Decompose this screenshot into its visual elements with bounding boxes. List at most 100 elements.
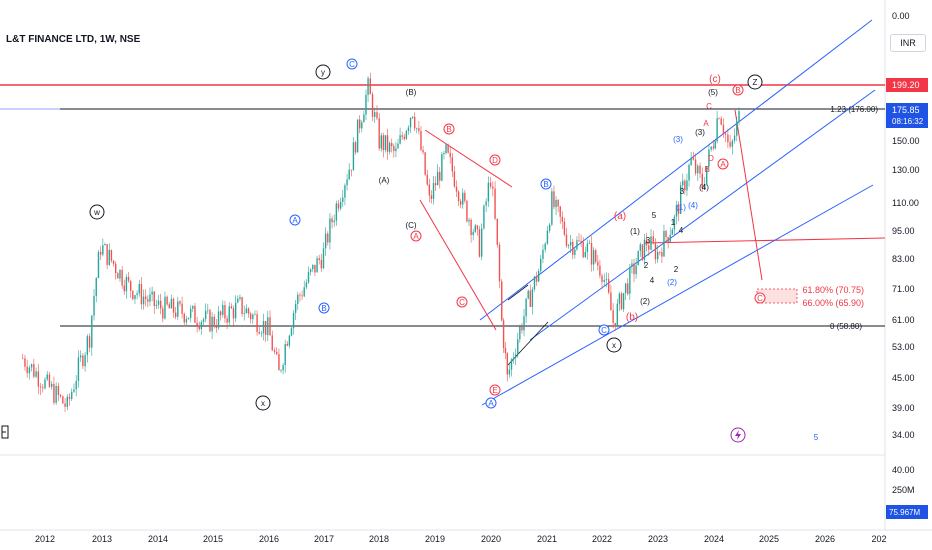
wave-label-n1: 1 <box>671 218 676 227</box>
candle-body <box>669 234 671 242</box>
candle-body <box>582 242 584 258</box>
candle-body <box>616 303 619 327</box>
candle-body <box>459 201 462 205</box>
candle-body <box>540 258 542 271</box>
candle-body <box>215 326 218 328</box>
candle-body <box>164 296 166 319</box>
candle-body <box>599 265 601 276</box>
wave-label-red-b-top: B <box>735 86 740 95</box>
candle-body <box>622 293 625 310</box>
candle-body <box>84 354 86 367</box>
candle-body <box>441 154 443 181</box>
candle-body <box>445 144 447 153</box>
candle-body <box>75 380 77 390</box>
candle-body <box>673 216 676 230</box>
candle-body <box>724 133 727 135</box>
price-tick: 0.00 <box>892 11 910 21</box>
candle-body <box>142 296 145 305</box>
candle-body <box>294 304 297 313</box>
candle-body <box>470 219 472 236</box>
time-tick: 2023 <box>648 534 668 544</box>
candle-body <box>665 230 667 238</box>
candle-body <box>28 367 31 374</box>
price-tick: 71.00 <box>892 284 915 294</box>
candle-body <box>153 291 155 306</box>
wave-label-n4b: 4 <box>650 276 655 285</box>
candle-body <box>652 236 654 243</box>
candle-body <box>91 315 93 348</box>
candle-body <box>361 122 363 129</box>
current-price-label: 175.85 <box>892 105 920 115</box>
resistance-tag-label: 199.20 <box>892 80 920 90</box>
candle-body <box>159 300 162 309</box>
price-tick: 110.00 <box>892 198 919 208</box>
candle-body <box>318 258 320 261</box>
price-tick: 250M <box>892 485 915 495</box>
candle-body <box>305 282 308 288</box>
candle-body <box>155 304 158 306</box>
candle-body <box>110 249 113 261</box>
candle-body <box>307 271 310 283</box>
time-tick: 2020 <box>481 534 501 544</box>
candle-body <box>172 298 175 313</box>
wave-label-blue-a2: A <box>488 399 494 408</box>
candle-body <box>716 118 718 142</box>
candle-body <box>335 203 338 221</box>
resistance-tag <box>886 78 928 92</box>
candle-body <box>551 191 553 225</box>
candle-body <box>136 293 138 296</box>
candle-body <box>418 128 420 132</box>
time-tick: 2013 <box>92 534 112 544</box>
candle-body <box>22 358 24 359</box>
candle-body <box>356 119 359 153</box>
candle-body <box>108 249 110 265</box>
time-tick: 2017 <box>314 534 334 544</box>
candle-body <box>453 171 456 187</box>
candle-body <box>432 183 435 199</box>
current-price-tag <box>886 103 928 128</box>
candle-body <box>299 294 301 296</box>
currency-badge[interactable]: INR <box>890 34 926 52</box>
candle-body <box>555 199 557 208</box>
candle-body <box>523 316 525 331</box>
candle-body <box>487 182 490 202</box>
candle-body <box>590 243 593 265</box>
channel-mid <box>529 89 876 341</box>
candle-body <box>416 128 418 129</box>
candle-body <box>95 278 97 296</box>
candle-body <box>492 186 494 189</box>
drawing-tool-icon[interactable] <box>0 424 10 442</box>
wave-label-n3: 3 <box>646 236 651 245</box>
candle-body <box>603 279 605 282</box>
wave-labels: w x y x Z C A B B A C B D A C E B A <box>89 58 819 442</box>
candle-body <box>258 331 260 334</box>
candle-body <box>125 276 128 292</box>
candle-body <box>722 124 725 134</box>
candle-body <box>187 317 190 320</box>
candle-body <box>671 229 674 235</box>
candle-body <box>339 201 342 209</box>
wave-label-blue-b: B <box>321 304 326 313</box>
candle-body <box>303 287 305 297</box>
candle-body <box>411 116 414 118</box>
candle-body <box>439 171 441 181</box>
price-tick: 83.00 <box>892 254 915 264</box>
candle-body <box>333 220 335 223</box>
candle-body <box>474 225 476 232</box>
candle-body <box>388 142 391 152</box>
candle-body <box>209 310 211 332</box>
candle-body <box>633 263 635 275</box>
time-tick: 2026 <box>815 534 835 544</box>
candle-body <box>527 290 529 299</box>
candle-body <box>631 263 633 267</box>
candle-body <box>284 343 286 365</box>
candle-body <box>66 396 68 407</box>
target-label-2: 66.00% (65.90) <box>802 298 864 308</box>
candle-body <box>407 127 410 132</box>
candle-body <box>504 347 507 354</box>
candle-body <box>529 290 531 307</box>
candle-body <box>55 386 57 403</box>
candle-body <box>286 343 288 346</box>
candle-body <box>314 264 316 273</box>
